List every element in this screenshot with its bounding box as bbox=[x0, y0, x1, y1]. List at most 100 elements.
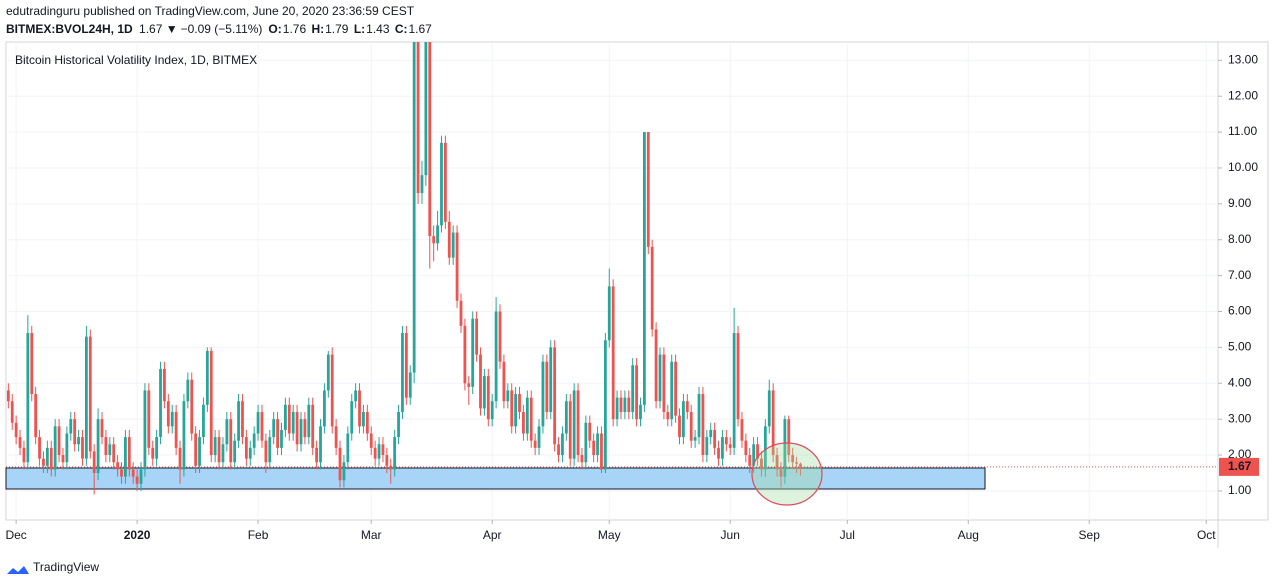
candle-body bbox=[697, 394, 701, 438]
candle-body bbox=[463, 325, 467, 384]
candle-body bbox=[45, 447, 49, 466]
candle-body bbox=[619, 397, 623, 412]
candle-body bbox=[385, 455, 389, 466]
candle-body bbox=[642, 132, 646, 405]
candle-body bbox=[174, 411, 178, 448]
candle-body bbox=[490, 401, 494, 420]
candle-body bbox=[740, 419, 744, 441]
candle-body bbox=[791, 455, 795, 463]
candle-body bbox=[795, 462, 798, 464]
ohlc-key: L: bbox=[354, 22, 365, 36]
candle-body bbox=[639, 404, 642, 420]
candle-body bbox=[744, 440, 748, 456]
brand: TradingView bbox=[7, 560, 99, 574]
candle-body bbox=[451, 232, 455, 258]
candle-body bbox=[38, 437, 41, 459]
candle-body bbox=[607, 286, 611, 341]
candle-body bbox=[178, 447, 182, 470]
candle-body bbox=[10, 401, 14, 423]
candle-body bbox=[783, 419, 787, 477]
candle-body bbox=[166, 401, 170, 427]
candle-body bbox=[159, 368, 162, 438]
candle-body bbox=[326, 354, 330, 391]
candle-body bbox=[112, 444, 116, 463]
brand-logo bbox=[7, 566, 29, 574]
candle-body bbox=[96, 419, 100, 473]
candle-body bbox=[358, 390, 361, 427]
candle-body bbox=[588, 422, 592, 441]
x-tick-label: Feb bbox=[248, 528, 269, 542]
candle-body bbox=[447, 221, 451, 258]
chart-title: Bitcoin Historical Volatility Index, 1D,… bbox=[15, 53, 257, 67]
candle-body bbox=[217, 437, 221, 463]
x-tick-label: Apr bbox=[483, 528, 502, 542]
author-line: edutradinguru published on TradingView.c… bbox=[6, 4, 415, 18]
candle-body bbox=[557, 444, 560, 456]
candle-body bbox=[479, 354, 482, 409]
candle-body bbox=[611, 286, 615, 420]
candle-body bbox=[650, 246, 654, 330]
highlight-circle bbox=[751, 442, 823, 506]
ohlc-key: O: bbox=[268, 22, 281, 36]
candle-body bbox=[436, 225, 439, 244]
candle-body bbox=[662, 354, 666, 412]
candle-body bbox=[393, 437, 397, 470]
ohlc-legend: O: 1.76 H: 1.79 L: 1.43 C: 1.67 bbox=[268, 22, 432, 36]
candle-body bbox=[763, 426, 767, 470]
candle-body bbox=[362, 411, 365, 427]
y-tick-label: 13.00 bbox=[1228, 52, 1258, 66]
candle-body bbox=[455, 232, 459, 301]
candle-body bbox=[518, 394, 521, 412]
candle-body bbox=[237, 401, 240, 441]
candle-body bbox=[779, 469, 783, 477]
candle-body bbox=[233, 440, 237, 463]
brand-name: TradingView bbox=[33, 560, 99, 574]
change-arrow: ▼ bbox=[166, 22, 178, 36]
candle-body bbox=[69, 419, 73, 434]
candle-body bbox=[303, 419, 307, 438]
candle-body bbox=[471, 318, 475, 387]
candle-body bbox=[623, 397, 627, 412]
candle-body bbox=[190, 379, 194, 434]
candle-body bbox=[732, 333, 736, 448]
candle-body bbox=[365, 411, 369, 434]
candle-body bbox=[443, 142, 447, 222]
y-tick-label: 5.00 bbox=[1228, 340, 1252, 354]
x-tick-label: Sep bbox=[1079, 528, 1101, 542]
ohlc-value: 1.43 bbox=[366, 22, 390, 36]
candle-body bbox=[241, 401, 244, 438]
candle-body bbox=[291, 411, 295, 434]
candle-body bbox=[84, 336, 88, 459]
last-price: 1.67 bbox=[139, 22, 163, 36]
candle-body bbox=[483, 376, 486, 409]
symbol: BITMEX:BVOL24H, 1D bbox=[6, 22, 133, 36]
candle-body bbox=[124, 437, 127, 477]
candle-body bbox=[49, 447, 53, 470]
y-tick-label: 12.00 bbox=[1228, 88, 1258, 102]
candle-body bbox=[678, 415, 681, 438]
candle-body bbox=[545, 361, 549, 412]
candle-body bbox=[256, 411, 260, 434]
ohlc-value: 1.76 bbox=[283, 22, 307, 36]
candle-body bbox=[194, 433, 198, 466]
candle-body bbox=[728, 444, 732, 448]
candle-body bbox=[525, 397, 529, 434]
candle-body bbox=[104, 437, 108, 456]
candle-body bbox=[689, 411, 693, 441]
candle-body bbox=[646, 132, 650, 247]
candle-body bbox=[77, 437, 80, 445]
candle-body bbox=[592, 440, 596, 456]
candle-body bbox=[276, 419, 279, 448]
candle-body bbox=[283, 404, 287, 430]
candle-body bbox=[244, 437, 248, 459]
candle-body bbox=[564, 401, 568, 434]
highlight-zone bbox=[5, 467, 986, 490]
candle-body bbox=[354, 390, 358, 402]
candle-body bbox=[108, 444, 112, 456]
candle-body bbox=[350, 401, 354, 434]
y-tick-label: 3.00 bbox=[1228, 411, 1252, 425]
candle-body bbox=[73, 419, 77, 445]
candle-body bbox=[42, 458, 45, 466]
candle-body bbox=[260, 411, 264, 441]
ohlc-key: C: bbox=[395, 22, 408, 36]
